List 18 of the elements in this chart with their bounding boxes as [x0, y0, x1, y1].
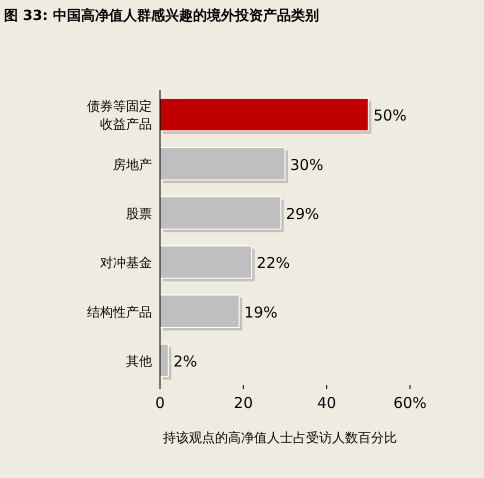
y-tick-label: 股票 — [126, 206, 152, 222]
data-label: 30% — [290, 156, 324, 174]
data-label: 29% — [286, 204, 320, 223]
x-tick-label: 0 — [155, 394, 165, 412]
x-axis-title: 持该观点的高净值人士占受访人数百分比 — [163, 430, 397, 446]
x-tick-label: 60% — [393, 394, 427, 412]
data-label: 50% — [373, 106, 407, 125]
x-tick-label: 20 — [234, 394, 253, 412]
y-tick-label: 结构性产品 — [87, 305, 152, 320]
data-label: 22% — [256, 254, 290, 272]
y-tick-label: 债券等固定收益产品 — [87, 100, 152, 133]
y-tick-label: 房地产 — [113, 156, 152, 173]
data-label: 2% — [173, 352, 198, 370]
y-tick-label: 其他 — [126, 354, 152, 370]
x-tick-label: 40 — [317, 394, 336, 412]
data-label: 19% — [244, 303, 278, 322]
y-tick-label: 对冲基金 — [100, 256, 152, 272]
chart-title: 图 33: 中国高净值人群感兴趣的境外投资产品类别 — [4, 7, 319, 24]
